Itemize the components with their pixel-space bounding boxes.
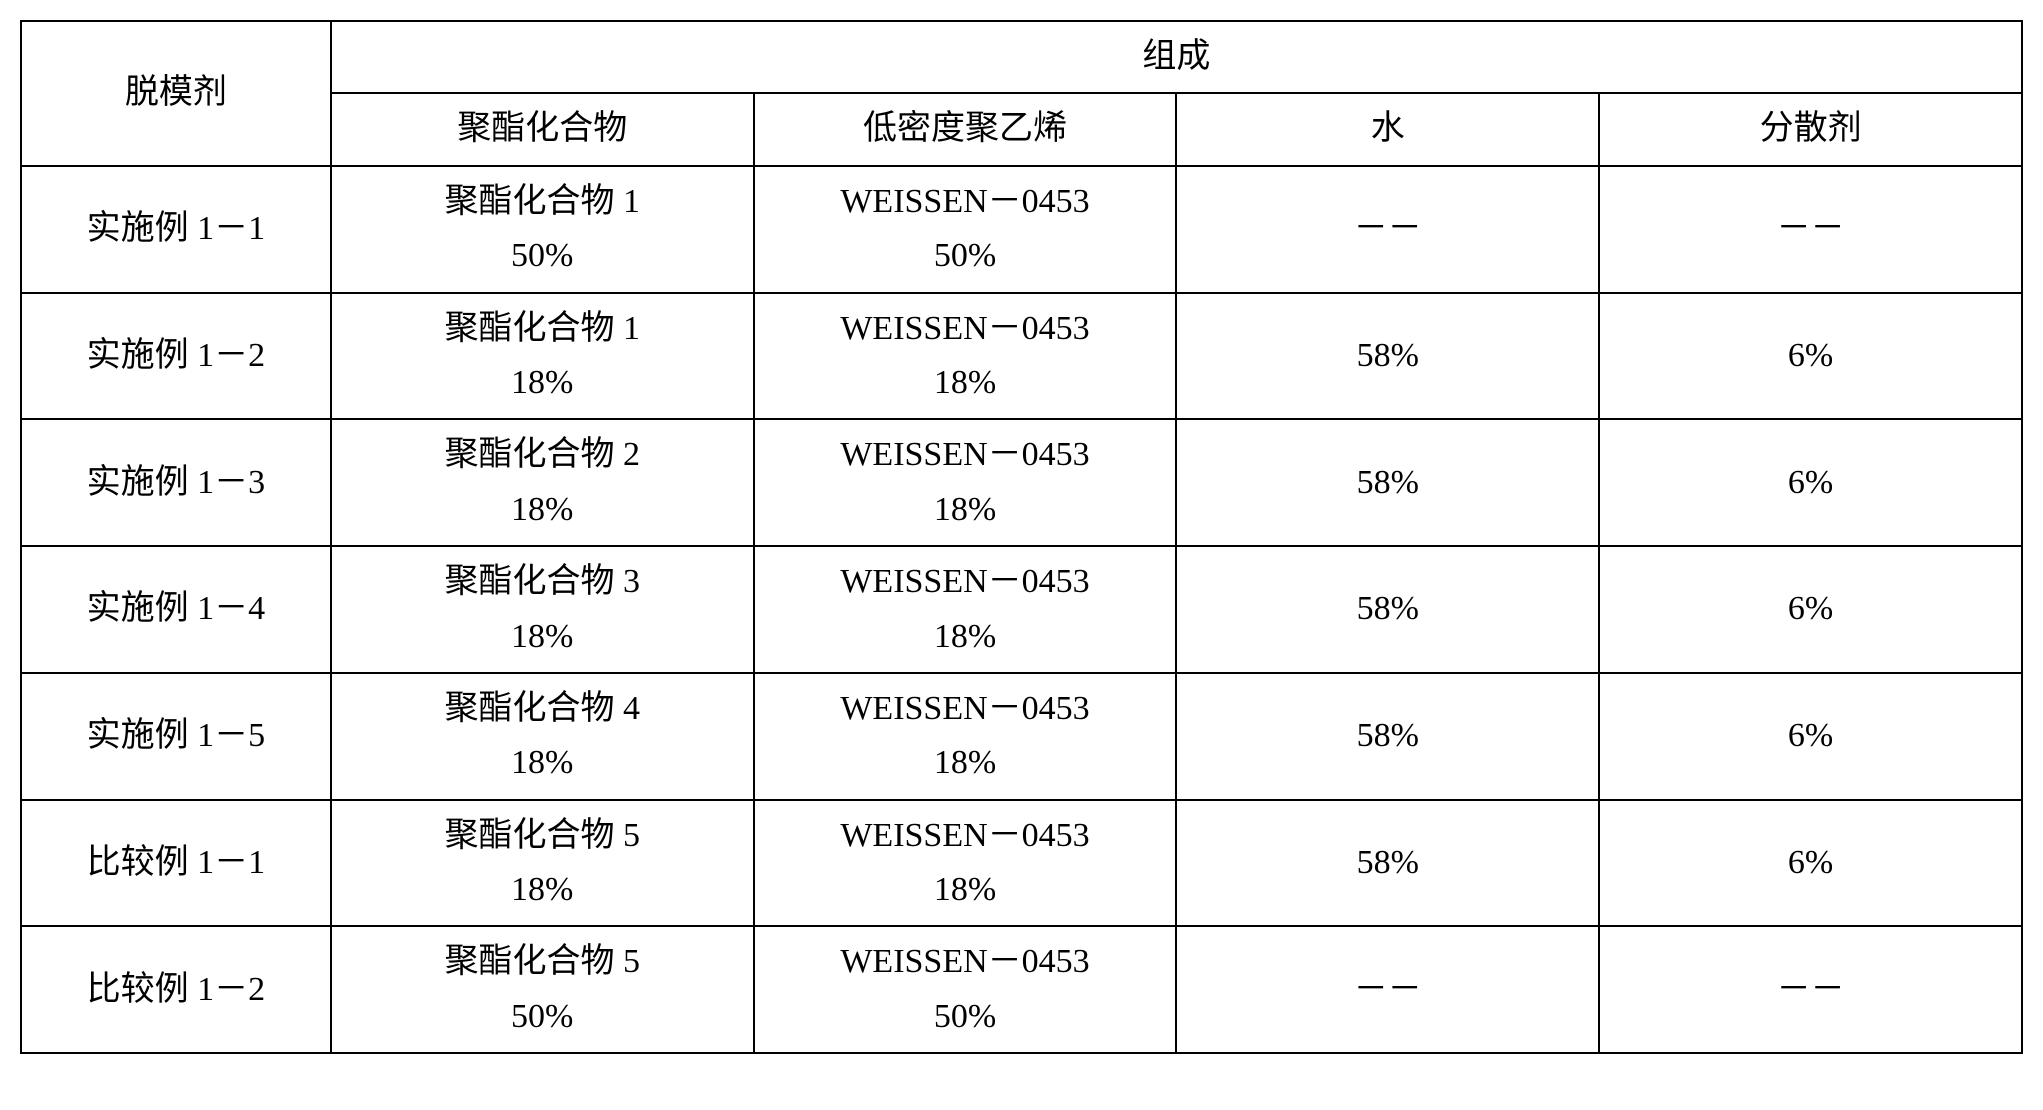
header-ldpe: 低密度聚乙烯 bbox=[754, 93, 1177, 165]
cell-ldpe: WEISSEN－0453 18% bbox=[754, 800, 1177, 927]
cell-water: －－ bbox=[1176, 166, 1599, 293]
cell-water: 58% bbox=[1176, 546, 1599, 673]
cell-agent: 比较例 1－1 bbox=[21, 800, 331, 927]
cell-agent: 实施例 1－5 bbox=[21, 673, 331, 800]
cell-water: 58% bbox=[1176, 673, 1599, 800]
cell-ldpe: WEISSEN－0453 18% bbox=[754, 293, 1177, 420]
table-row: 实施例 1－2 聚酯化合物 1 18% WEISSEN－0453 18% 58%… bbox=[21, 293, 2022, 420]
cell-dispersant: 6% bbox=[1599, 800, 2022, 927]
cell-ldpe: WEISSEN－0453 50% bbox=[754, 166, 1177, 293]
cell-agent: 比较例 1－2 bbox=[21, 926, 331, 1053]
cell-water: 58% bbox=[1176, 293, 1599, 420]
cell-water: －－ bbox=[1176, 926, 1599, 1053]
cell-agent: 实施例 1－1 bbox=[21, 166, 331, 293]
cell-ldpe: WEISSEN－0453 18% bbox=[754, 419, 1177, 546]
cell-agent: 实施例 1－3 bbox=[21, 419, 331, 546]
table-row: 实施例 1－5 聚酯化合物 4 18% WEISSEN－0453 18% 58%… bbox=[21, 673, 2022, 800]
header-agent: 脱模剂 bbox=[21, 21, 331, 166]
cell-ldpe: WEISSEN－0453 18% bbox=[754, 673, 1177, 800]
cell-dispersant: 6% bbox=[1599, 293, 2022, 420]
cell-agent: 实施例 1－2 bbox=[21, 293, 331, 420]
cell-ldpe: WEISSEN－0453 50% bbox=[754, 926, 1177, 1053]
cell-polyester: 聚酯化合物 5 50% bbox=[331, 926, 754, 1053]
cell-polyester: 聚酯化合物 3 18% bbox=[331, 546, 754, 673]
cell-dispersant: 6% bbox=[1599, 419, 2022, 546]
table-body: 实施例 1－1 聚酯化合物 1 50% WEISSEN－0453 50% －－ … bbox=[21, 166, 2022, 1053]
cell-dispersant: 6% bbox=[1599, 673, 2022, 800]
cell-polyester: 聚酯化合物 1 50% bbox=[331, 166, 754, 293]
table-row: 实施例 1－3 聚酯化合物 2 18% WEISSEN－0453 18% 58%… bbox=[21, 419, 2022, 546]
table-header: 脱模剂 组成 聚酯化合物 低密度聚乙烯 水 分散剂 bbox=[21, 21, 2022, 166]
cell-polyester: 聚酯化合物 1 18% bbox=[331, 293, 754, 420]
header-polyester: 聚酯化合物 bbox=[331, 93, 754, 165]
cell-polyester: 聚酯化合物 4 18% bbox=[331, 673, 754, 800]
cell-water: 58% bbox=[1176, 419, 1599, 546]
cell-agent: 实施例 1－4 bbox=[21, 546, 331, 673]
cell-dispersant: －－ bbox=[1599, 926, 2022, 1053]
cell-dispersant: 6% bbox=[1599, 546, 2022, 673]
header-row-1: 脱模剂 组成 bbox=[21, 21, 2022, 93]
cell-dispersant: －－ bbox=[1599, 166, 2022, 293]
cell-polyester: 聚酯化合物 2 18% bbox=[331, 419, 754, 546]
header-dispersant: 分散剂 bbox=[1599, 93, 2022, 165]
cell-water: 58% bbox=[1176, 800, 1599, 927]
header-composition-group: 组成 bbox=[331, 21, 2022, 93]
table-row: 比较例 1－2 聚酯化合物 5 50% WEISSEN－0453 50% －－ … bbox=[21, 926, 2022, 1053]
table-row: 实施例 1－1 聚酯化合物 1 50% WEISSEN－0453 50% －－ … bbox=[21, 166, 2022, 293]
table-row: 比较例 1－1 聚酯化合物 5 18% WEISSEN－0453 18% 58%… bbox=[21, 800, 2022, 927]
header-water: 水 bbox=[1176, 93, 1599, 165]
table-row: 实施例 1－4 聚酯化合物 3 18% WEISSEN－0453 18% 58%… bbox=[21, 546, 2022, 673]
cell-polyester: 聚酯化合物 5 18% bbox=[331, 800, 754, 927]
composition-table: 脱模剂 组成 聚酯化合物 低密度聚乙烯 水 分散剂 实施例 1－1 聚酯化合物 … bbox=[20, 20, 2023, 1054]
cell-ldpe: WEISSEN－0453 18% bbox=[754, 546, 1177, 673]
